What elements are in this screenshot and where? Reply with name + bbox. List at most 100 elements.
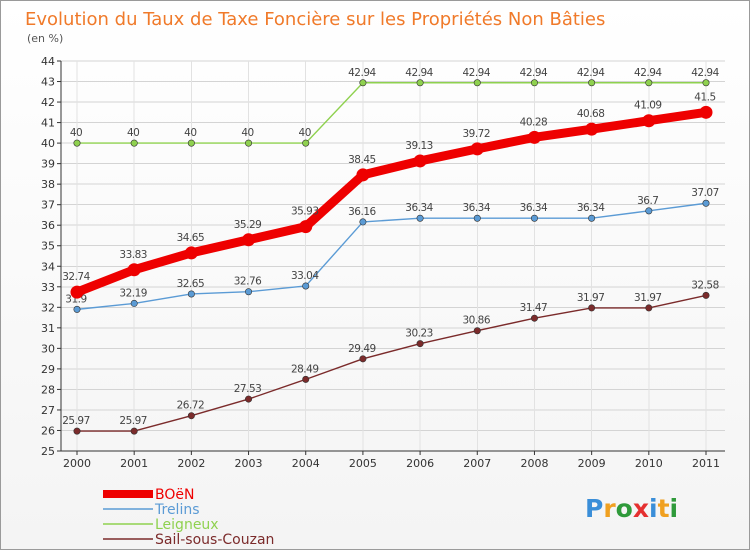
- x-tick-label: 2005: [349, 457, 377, 470]
- data-point-sail-sous-couzan: [187, 412, 195, 420]
- logo-letter: r: [603, 494, 616, 523]
- data-label-sail-sous-couzan: 26.72: [177, 400, 205, 412]
- data-point-bo-n: [699, 105, 713, 119]
- data-label-trelins: 36.34: [577, 202, 605, 214]
- data-point-trelins: [588, 214, 596, 222]
- data-point-leigneux: [130, 139, 138, 147]
- data-point-sail-sous-couzan: [588, 304, 596, 312]
- y-tick-label: 37: [41, 199, 55, 212]
- data-point-leigneux: [645, 79, 653, 87]
- data-point-leigneux: [473, 79, 481, 87]
- series-leigneux: 40 40 40 40 40 42.94 42.94 42.94 42.94 42.94 42.94…: [70, 67, 720, 147]
- y-tick-label: 41: [41, 117, 55, 130]
- data-label-leigneux: 42.94: [577, 67, 605, 79]
- data-label-trelins: 36.7: [637, 195, 658, 207]
- data-label-bo-n: 35.29: [234, 219, 262, 231]
- data-label-trelins: 37.07: [691, 187, 719, 199]
- logo-letter: x: [633, 494, 649, 523]
- data-label-sail-sous-couzan: 25.97: [119, 415, 147, 427]
- x-tick-label: 2004: [292, 457, 320, 470]
- data-point-bo-n: [242, 233, 256, 247]
- legend-label-sail-sous-couzan: Sail-sous-Couzan: [155, 532, 274, 548]
- data-label-bo-n: 39.13: [405, 140, 433, 152]
- data-point-leigneux: [588, 79, 596, 87]
- data-label-sail-sous-couzan: 30.23: [405, 328, 433, 340]
- x-tick-label: 2001: [120, 457, 148, 470]
- data-point-trelins: [416, 214, 424, 222]
- logo-letter: o: [616, 494, 633, 523]
- logo-letter: P: [585, 494, 603, 523]
- data-label-trelins: 33.04: [291, 270, 319, 282]
- y-tick-label: 43: [41, 76, 55, 89]
- data-label-leigneux: 40: [127, 127, 139, 139]
- chart-subtitle: (en %): [27, 32, 63, 45]
- data-point-bo-n: [70, 285, 84, 299]
- y-tick-label: 35: [41, 240, 55, 253]
- x-tick-label: 2009: [578, 457, 606, 470]
- data-point-sail-sous-couzan: [473, 327, 481, 335]
- data-label-leigneux: 42.94: [520, 67, 548, 79]
- data-point-sail-sous-couzan: [530, 314, 538, 322]
- data-point-bo-n: [184, 246, 198, 260]
- data-label-bo-n: 38.45: [348, 154, 376, 166]
- y-tick-label: 39: [41, 158, 55, 171]
- data-point-bo-n: [413, 154, 427, 168]
- data-point-trelins: [187, 290, 195, 298]
- data-label-leigneux: 42.94: [348, 67, 376, 79]
- data-label-leigneux: 42.94: [405, 67, 433, 79]
- data-point-sail-sous-couzan: [645, 304, 653, 312]
- y-tick-label: 44: [41, 55, 55, 68]
- series-line-sail-sous-couzan: [76, 294, 707, 432]
- x-tick-label: 2010: [635, 457, 663, 470]
- data-point-leigneux: [302, 139, 310, 147]
- data-label-trelins: 36.34: [462, 202, 490, 214]
- data-label-leigneux: 42.94: [462, 67, 490, 79]
- data-label-bo-n: 33.83: [119, 249, 147, 261]
- y-tick-label: 28: [41, 383, 55, 396]
- y-tick-label: 27: [41, 404, 55, 417]
- data-point-leigneux: [416, 79, 424, 87]
- data-label-leigneux: 42.94: [634, 67, 662, 79]
- series-line-leigneux: [76, 82, 707, 144]
- data-label-sail-sous-couzan: 29.49: [348, 343, 376, 355]
- y-tick-label: 30: [41, 342, 55, 355]
- data-label-bo-n: 35.93: [291, 206, 319, 218]
- grid-lines: [61, 60, 725, 452]
- logo-letter: i: [649, 494, 658, 523]
- data-label-trelins: 36.16: [348, 206, 376, 218]
- data-point-trelins: [130, 299, 138, 307]
- data-label-trelins: 32.65: [177, 278, 205, 290]
- data-label-leigneux: 40: [299, 127, 311, 139]
- data-label-bo-n: 39.72: [462, 128, 490, 140]
- data-label-sail-sous-couzan: 30.86: [462, 315, 490, 327]
- y-tick-label: 33: [41, 281, 55, 294]
- axes: 25 26 27 28 29 30 31 32 33 34 35 36 37 38 39 40 41 42 43 44…: [41, 55, 725, 470]
- data-label-leigneux: 40: [184, 127, 196, 139]
- data-point-leigneux: [359, 79, 367, 87]
- data-label-sail-sous-couzan: 28.49: [291, 363, 319, 375]
- data-point-bo-n: [642, 114, 656, 128]
- data-point-sail-sous-couzan: [130, 427, 138, 435]
- series-bo-n: 32.74 33.83 34.65 35.29 35.93 38.45 39.13 39.72…: [62, 91, 716, 299]
- y-tick-label: 32: [41, 301, 55, 314]
- data-label-bo-n: 40.28: [520, 116, 548, 128]
- data-point-sail-sous-couzan: [702, 291, 710, 299]
- data-point-trelins: [359, 218, 367, 226]
- data-point-leigneux: [245, 139, 253, 147]
- data-point-leigneux: [73, 139, 81, 147]
- data-label-sail-sous-couzan: 31.47: [520, 302, 548, 314]
- proxiti-logo-text: Proxiti: [585, 494, 678, 523]
- chart-title: Evolution du Taux de Taxe Foncière sur l…: [25, 9, 605, 30]
- data-label-trelins: 32.19: [119, 287, 147, 299]
- data-point-leigneux: [530, 79, 538, 87]
- data-point-bo-n: [356, 168, 370, 182]
- y-tick-label: 31: [41, 322, 55, 335]
- data-label-bo-n: 40.68: [577, 108, 605, 120]
- data-label-bo-n: 41.5: [694, 91, 715, 103]
- x-tick-label: 2008: [520, 457, 548, 470]
- data-point-sail-sous-couzan: [302, 375, 310, 383]
- data-point-trelins: [245, 288, 253, 296]
- series-line-bo-n: [72, 107, 711, 297]
